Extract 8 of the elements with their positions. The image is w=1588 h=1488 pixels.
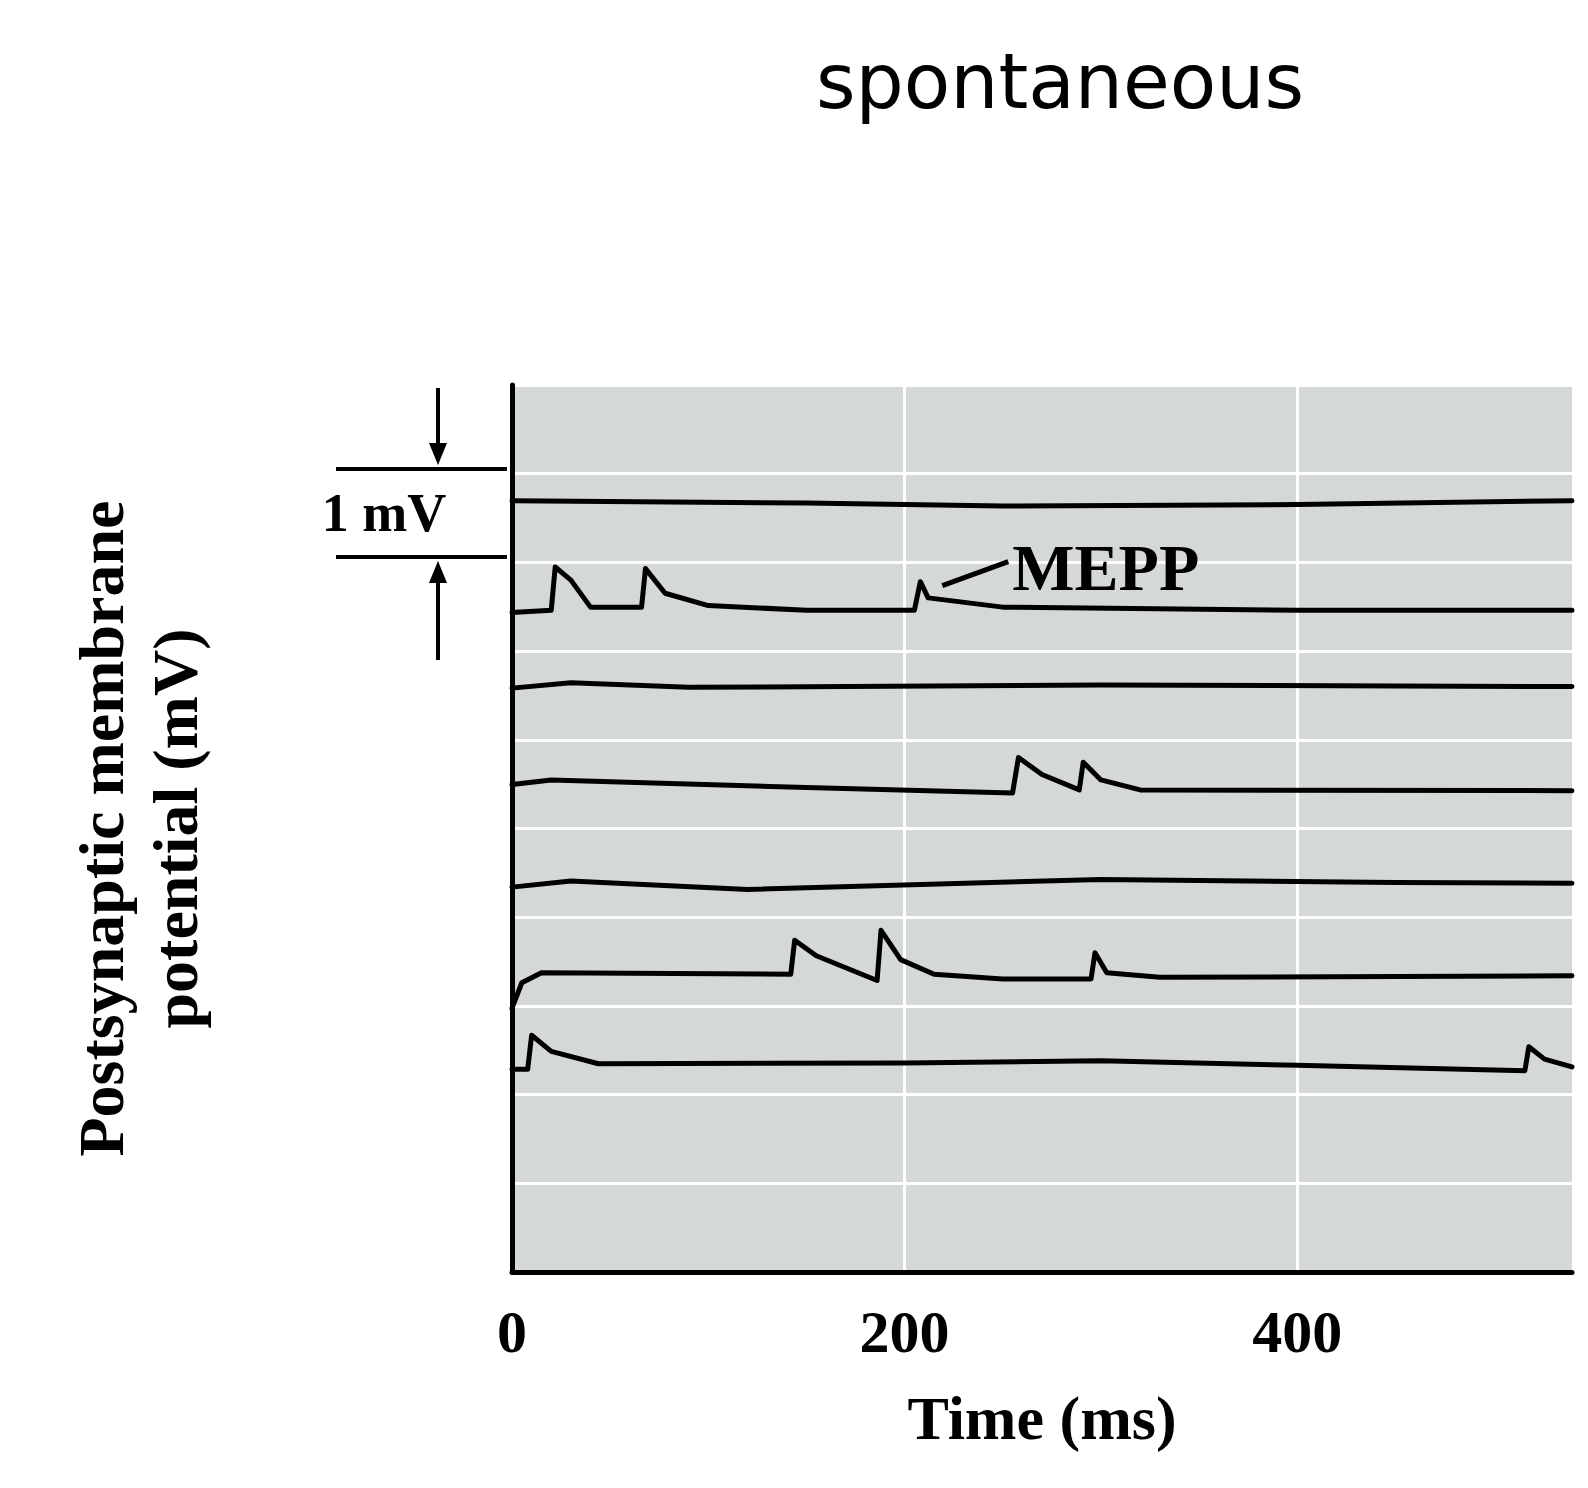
x-tick-label: 200 (859, 1299, 950, 1365)
x-tick-label: 400 (1252, 1299, 1343, 1365)
annotation: MEPP (1012, 530, 1200, 604)
y-axis-title: Postsynaptic membrane potential (mV) (65, 500, 211, 1157)
x-axis-title: Time (ms) (907, 1384, 1177, 1453)
text: 1 mV (321, 483, 447, 543)
x-tick-label: 0 (497, 1299, 527, 1365)
chart-title: spontaneous (815, 36, 1305, 126)
